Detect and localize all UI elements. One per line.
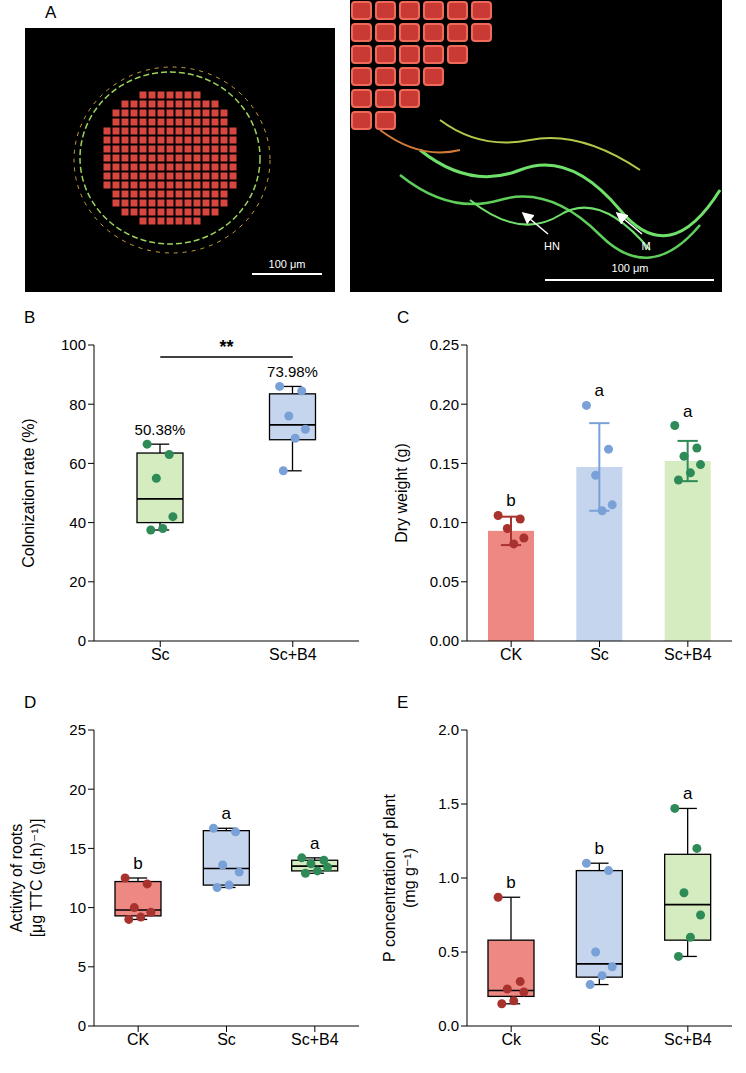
svg-text:[μg TTC (g.h)⁻¹)]: [μg TTC (g.h)⁻¹)]	[28, 819, 45, 938]
svg-text:CK: CK	[127, 1031, 150, 1048]
svg-text:100 μm: 100 μm	[269, 258, 306, 270]
svg-text:Activity of roots: Activity of roots	[8, 824, 25, 932]
svg-text:Colonization rate (%): Colonization rate (%)	[20, 418, 37, 567]
svg-text:5: 5	[78, 958, 86, 975]
svg-text:50.38%: 50.38%	[135, 421, 186, 438]
svg-text:0.05: 0.05	[430, 573, 459, 590]
svg-text:a: a	[310, 834, 320, 853]
svg-text:B: B	[24, 308, 35, 327]
svg-text:Sc: Sc	[217, 1031, 236, 1048]
svg-text:1.5: 1.5	[438, 795, 459, 812]
svg-text:M: M	[641, 240, 650, 252]
svg-text:HN: HN	[544, 240, 560, 252]
svg-text:A: A	[45, 3, 57, 22]
svg-text:Sc: Sc	[151, 646, 170, 663]
svg-text:b: b	[133, 854, 142, 873]
svg-text:Sc+B4: Sc+B4	[291, 1031, 339, 1048]
svg-text:10: 10	[69, 899, 86, 916]
svg-text:a: a	[683, 402, 693, 421]
svg-text:(mg g⁻¹): (mg g⁻¹)	[401, 848, 418, 908]
svg-text:b: b	[506, 873, 515, 892]
svg-text:20: 20	[69, 573, 86, 590]
svg-text:2.0: 2.0	[438, 721, 459, 738]
svg-text:Sc+B4: Sc+B4	[664, 1031, 712, 1048]
svg-text:25: 25	[69, 721, 86, 738]
svg-text:b: b	[595, 839, 604, 858]
svg-text:60: 60	[69, 455, 86, 472]
svg-text:0.25: 0.25	[430, 336, 459, 353]
svg-text:b: b	[506, 491, 515, 510]
svg-text:0: 0	[78, 632, 86, 649]
svg-text:100: 100	[61, 336, 86, 353]
svg-text:0.15: 0.15	[430, 455, 459, 472]
svg-text:Sc+B4: Sc+B4	[664, 646, 712, 663]
svg-text:0.00: 0.00	[430, 632, 459, 649]
svg-text:15: 15	[69, 840, 86, 857]
svg-text:a: a	[595, 381, 605, 400]
svg-text:Sc+B4: Sc+B4	[269, 646, 317, 663]
svg-text:Dry weight (g): Dry weight (g)	[393, 443, 410, 543]
svg-text:a: a	[683, 784, 693, 803]
svg-text:CK: CK	[500, 646, 523, 663]
svg-text:20: 20	[69, 781, 86, 798]
svg-text:Sc: Sc	[590, 1031, 609, 1048]
svg-text:P concentration of plant: P concentration of plant	[381, 794, 398, 962]
svg-text:a: a	[222, 804, 232, 823]
svg-text:80: 80	[69, 396, 86, 413]
svg-text:D: D	[24, 693, 36, 712]
svg-text:E: E	[397, 693, 408, 712]
svg-text:Ck: Ck	[501, 1031, 522, 1048]
svg-text:0.10: 0.10	[430, 514, 459, 531]
svg-text:40: 40	[69, 514, 86, 531]
svg-text:0.0: 0.0	[438, 1017, 459, 1034]
svg-text:0.5: 0.5	[438, 943, 459, 960]
svg-text:C: C	[397, 308, 409, 327]
svg-text:100 μm: 100 μm	[612, 262, 649, 274]
svg-text:73.98%: 73.98%	[267, 363, 318, 380]
svg-text:**: **	[219, 337, 233, 357]
svg-text:0.20: 0.20	[430, 396, 459, 413]
svg-text:1.0: 1.0	[438, 869, 459, 886]
svg-text:Sc: Sc	[590, 646, 609, 663]
svg-text:0: 0	[78, 1017, 86, 1034]
